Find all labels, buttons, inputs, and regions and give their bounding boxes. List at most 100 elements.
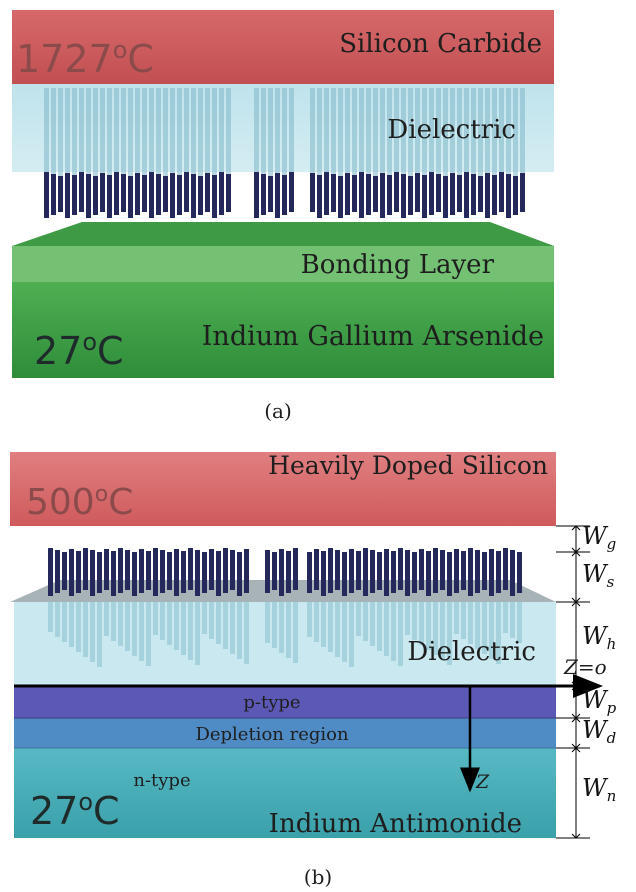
nanowire [293,548,298,590]
nanowire [114,172,119,215]
nanowire-segment [163,88,168,176]
nanowire [513,176,518,215]
nanowire [520,173,525,212]
nanowire [426,551,431,596]
nanowire-segment [317,88,322,175]
a-cold-temp: 27oC [34,328,124,373]
nanowire-shadow [188,602,193,660]
nanowire-shadow [209,602,214,639]
nanowire [170,173,175,218]
nanowire-segment [114,88,119,172]
nanowire [314,549,319,590]
nanowire-segment [156,88,161,174]
nanowire-segment [408,88,413,176]
nanowire-shadow [405,602,410,635]
b-doped-si-label: Heavily Doped Silicon [268,451,548,480]
nanowire-shadow [503,602,508,633]
b-nanowire-array [48,548,522,667]
b-depletion-layer [14,718,556,748]
nanowire [506,174,511,218]
nanowire [188,548,193,590]
nanowire-segment [401,88,406,174]
nanowire [230,550,235,590]
nanowire [457,175,462,212]
nanowire [86,174,91,218]
nanowire [454,549,459,593]
nanowire-shadow [377,602,382,651]
nanowire [100,173,105,212]
nanowire-shadow [48,602,53,632]
nanowire [317,175,322,218]
nanowire [489,549,494,596]
nanowire [181,551,186,593]
nanowire-shadow [475,602,480,649]
nanowire [65,173,70,218]
nanowire-shadow [412,602,417,640]
nanowire [93,176,98,215]
nanowire-shadow [384,602,389,656]
nanowire-shadow [461,602,466,639]
nanowire-segment [478,88,483,176]
nanowire [401,174,406,218]
nanowire [212,175,217,218]
nanowire [97,552,102,593]
nanowire-segment [436,88,441,174]
nanowire [510,550,515,596]
a-hot-degree: o [113,36,128,64]
nanowire [482,552,487,590]
b-insb-label: Indium Antimonide [269,809,522,839]
nanowire-shadow [447,602,452,665]
b-cold-temp-value: 27 [30,789,78,833]
nanowire [356,551,361,590]
nanowire-shadow [482,602,487,654]
nanowire-shadow [398,602,403,666]
nanowire [422,175,427,218]
nanowire-segment [331,88,336,174]
nanowire [167,552,172,590]
nanowire-shadow [181,602,186,655]
nanowire [398,548,403,590]
nanowire-shadow [328,602,333,652]
nanowire [391,551,396,593]
nanowire [121,174,126,212]
nanowire [139,549,144,593]
nanowire [111,551,116,596]
a-cold-degree: o [82,328,97,356]
nanowire-segment [310,88,315,173]
nanowire-segment [170,88,175,173]
b-cold-unit: C [93,789,120,833]
dimension-label-ws: Ws [582,560,615,591]
nanowire [405,550,410,596]
nanowire [83,548,88,590]
nanowire [55,550,60,593]
nanowire-segment [93,88,98,176]
nanowire [349,549,354,593]
nanowire-shadow [440,602,445,660]
nanowire [289,172,294,212]
nanowire-segment [121,88,126,174]
nanowire-segment [352,88,357,175]
b-ptype-layer [14,686,556,718]
dimension-label-wh: Wh [582,622,616,653]
nanowire [286,551,291,593]
b-cold-degree: o [78,788,93,816]
nanowire [153,548,158,596]
nanowire [387,175,392,215]
nanowire-shadow [335,602,340,657]
nanowire [104,549,109,590]
nanowire [62,552,67,590]
nanowire [268,176,273,212]
nanowire [433,548,438,593]
b-ptype-label: p-type [243,692,300,713]
nanowire-segment [142,88,147,175]
nanowire [128,176,133,218]
nanowire [370,550,375,593]
nanowire-segment [471,88,476,174]
nanowire-shadow [363,602,368,641]
nanowire-shadow [202,602,207,634]
nanowire-shadow [244,602,249,664]
a-ingaas-label: Indium Gallium Arsenide [202,321,544,352]
nanowire [237,552,242,596]
nanowire [275,173,280,218]
nanowire-shadow [314,602,319,642]
